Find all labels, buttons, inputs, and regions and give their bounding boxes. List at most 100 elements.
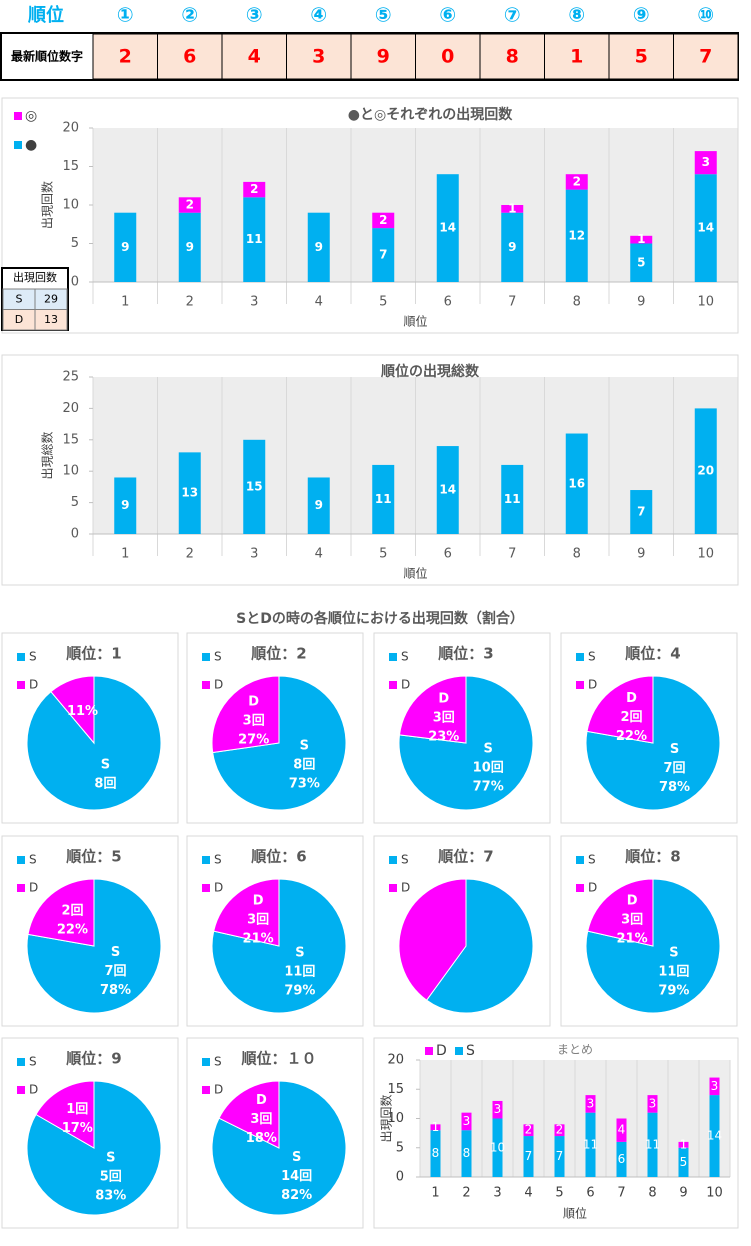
slice-label: 73% xyxy=(289,776,320,791)
data-label: 11 xyxy=(375,492,392,506)
position-label: ① xyxy=(117,3,134,27)
slice-label: D xyxy=(256,1093,267,1108)
bar xyxy=(694,174,717,282)
x-tick-label: 1 xyxy=(121,295,129,310)
x-tick-label: 10 xyxy=(697,547,714,562)
legend-swatch xyxy=(14,112,22,120)
legend-label: S xyxy=(29,1055,37,1069)
pie-slice xyxy=(585,878,721,1014)
legend-label: D xyxy=(29,678,38,692)
legend-swatch xyxy=(17,1058,25,1066)
legend-label: S xyxy=(588,853,596,867)
bar xyxy=(307,212,330,282)
y-tick-label: 5 xyxy=(396,1140,404,1155)
data-label: 14 xyxy=(707,1129,722,1143)
bar xyxy=(709,1095,720,1177)
legend-label: S xyxy=(214,650,222,664)
bar xyxy=(709,1077,720,1096)
chart-title: 順位：2 xyxy=(250,645,306,663)
x-tick-label: 6 xyxy=(586,1186,594,1201)
slice-label: 8回 xyxy=(94,776,116,791)
bar xyxy=(430,1130,441,1177)
data-label: 15 xyxy=(246,479,263,493)
bar xyxy=(523,1124,534,1137)
slice-label: 22% xyxy=(616,729,647,744)
slice-label: 3回 xyxy=(621,912,643,927)
data-label: 4 xyxy=(618,1123,626,1137)
y-axis-title: 出現回数 xyxy=(40,181,55,229)
x-tick-label: 8 xyxy=(573,547,581,562)
bar xyxy=(461,1112,472,1131)
pie-slice xyxy=(213,878,280,947)
y-tick-label: 10 xyxy=(62,198,79,213)
legend-swatch xyxy=(202,856,210,864)
data-label: 3 xyxy=(494,1102,502,1116)
section-title: SとDの時の各順位における出現回数（割合） xyxy=(236,610,524,627)
slice-label: 27% xyxy=(238,733,269,748)
x-tick-label: 10 xyxy=(697,295,714,310)
data-label: 11 xyxy=(645,1137,660,1151)
legend-swatch xyxy=(202,1086,210,1094)
bar xyxy=(630,490,653,534)
data-label: 5 xyxy=(680,1155,688,1169)
slice-label: 17% xyxy=(62,1121,93,1136)
slice-label: 23% xyxy=(428,729,459,744)
bar xyxy=(372,212,395,229)
data-label: 9 xyxy=(121,240,129,254)
slice-label: 3回 xyxy=(243,714,265,729)
y-tick-label: 0 xyxy=(71,275,79,290)
data-label: 9 xyxy=(315,240,323,254)
bar xyxy=(616,1118,627,1142)
slice-label: 11回 xyxy=(284,965,315,980)
data-label: 2 xyxy=(573,174,581,188)
data-label: 11 xyxy=(504,492,521,506)
bar xyxy=(501,205,524,213)
digit: 1 xyxy=(570,46,583,68)
x-axis-title: 順位 xyxy=(403,566,427,581)
pie-slice xyxy=(211,675,280,754)
digit-cell xyxy=(286,33,352,80)
pie-slice xyxy=(50,675,95,745)
x-tick-label: 9 xyxy=(637,295,645,310)
digit: 0 xyxy=(441,46,454,68)
data-label: 20 xyxy=(697,464,714,478)
slice-label: 77% xyxy=(473,780,504,795)
position-label: ⑨ xyxy=(633,3,650,27)
data-label: 16 xyxy=(568,476,585,490)
x-tick-label: 6 xyxy=(444,547,452,562)
bar xyxy=(565,189,588,282)
data-label: 9 xyxy=(315,498,323,512)
bar xyxy=(372,228,395,282)
y-tick-label: 10 xyxy=(62,464,79,479)
slice-label: D xyxy=(438,691,449,706)
legend-swatch xyxy=(576,653,584,661)
legend-swatch xyxy=(17,681,25,689)
pie-slice xyxy=(587,878,654,947)
slice-label: 2回 xyxy=(620,710,642,725)
position-label: ③ xyxy=(246,3,263,27)
legend-label: D xyxy=(29,881,38,895)
bar xyxy=(647,1112,658,1177)
slice-label: 79% xyxy=(658,984,689,999)
bar xyxy=(630,235,653,244)
bar xyxy=(501,464,524,534)
slice-label: D xyxy=(248,695,259,710)
slice-label: 18% xyxy=(246,1131,277,1146)
digit-cell xyxy=(350,33,416,80)
x-tick-label: 3 xyxy=(250,547,258,562)
data-label: 9 xyxy=(508,240,516,254)
position-label: ⑧ xyxy=(568,3,585,27)
data-label: 10 xyxy=(490,1140,505,1154)
x-tick-label: 8 xyxy=(573,295,581,310)
bar xyxy=(565,433,588,534)
slice-label: S xyxy=(111,945,120,960)
bar xyxy=(243,439,266,534)
legend-swatch xyxy=(202,681,210,689)
x-tick-label: 2 xyxy=(186,547,194,562)
data-label: 9 xyxy=(186,240,194,254)
digit: 2 xyxy=(119,46,132,68)
digit: 8 xyxy=(506,46,519,68)
x-tick-label: 8 xyxy=(648,1186,656,1201)
digit: 3 xyxy=(312,46,325,68)
x-tick-label: 9 xyxy=(637,547,645,562)
